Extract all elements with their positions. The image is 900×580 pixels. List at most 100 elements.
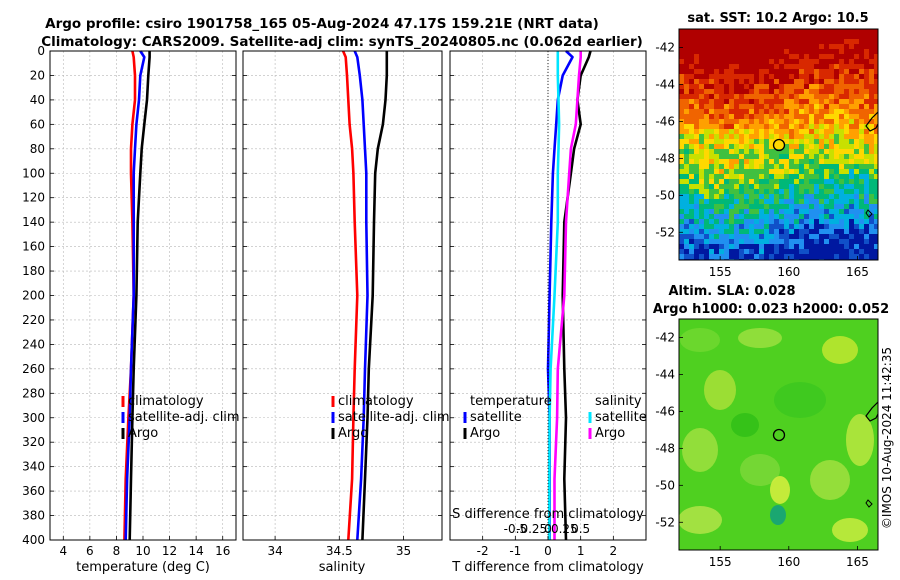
sst-cell	[834, 184, 839, 189]
sst-cell	[739, 254, 744, 259]
sst-cell	[824, 39, 829, 44]
sst-cell	[814, 99, 819, 104]
sst-cell	[779, 214, 784, 219]
sst-cell	[769, 79, 774, 84]
sst-cell	[874, 254, 878, 259]
sst-cell	[789, 199, 794, 204]
sst-cell	[754, 229, 759, 234]
sst-cell	[689, 49, 694, 54]
sst-cell	[689, 249, 694, 254]
sst-cell	[684, 49, 689, 54]
sst-cell	[684, 169, 689, 174]
sst-cell	[834, 54, 839, 59]
sst-cell	[774, 74, 779, 79]
sst-cell	[839, 84, 844, 89]
sst-cell	[814, 54, 819, 59]
sst-cell	[689, 99, 694, 104]
sst-cell	[694, 204, 699, 209]
sst-cell	[699, 49, 704, 54]
sst-cell	[739, 34, 744, 39]
sst-cell	[809, 249, 814, 254]
sst-cell	[839, 64, 844, 69]
sst-cell	[754, 124, 759, 129]
sst-cell	[794, 249, 799, 254]
sst-cell	[684, 99, 689, 104]
sst-cell	[824, 69, 829, 74]
sst-cell	[794, 134, 799, 139]
sst-cell	[869, 124, 874, 129]
sst-cell	[759, 79, 764, 84]
sst-cell	[749, 189, 754, 194]
sst-cell	[779, 149, 784, 154]
sst-cell	[759, 194, 764, 199]
series-line-argo	[361, 51, 389, 541]
sst-cell	[724, 194, 729, 199]
sst-cell	[839, 134, 844, 139]
sst-cell	[864, 244, 869, 249]
sst-cell	[844, 249, 849, 254]
sst-cell	[769, 39, 774, 44]
sst-cell	[794, 189, 799, 194]
sst-cell	[769, 204, 774, 209]
sst-cell	[829, 239, 834, 244]
sst-cell	[824, 199, 829, 204]
sst-cell	[849, 69, 854, 74]
sst-cell	[874, 114, 878, 119]
sst-cell	[824, 219, 829, 224]
sst-cell	[729, 109, 734, 114]
sst-cell	[779, 229, 784, 234]
sst-cell	[704, 154, 709, 159]
sst-cell	[854, 169, 859, 174]
sst-cell	[794, 139, 799, 144]
sst-cell	[849, 44, 854, 49]
sst-cell	[784, 159, 789, 164]
sst-cell	[759, 64, 764, 69]
sst-cell	[839, 254, 844, 259]
sst-cell	[834, 29, 839, 34]
sst-cell	[774, 99, 779, 104]
sst-cell	[804, 249, 809, 254]
sst-cell	[709, 119, 714, 124]
sst-cell	[869, 59, 874, 64]
sst-cell	[764, 254, 769, 259]
sst-cell	[779, 144, 784, 149]
sst-cell	[724, 69, 729, 74]
sst-cell	[794, 99, 799, 104]
sst-cell	[874, 129, 878, 134]
sst-cell	[724, 244, 729, 249]
sst-cell	[864, 159, 869, 164]
sst-cell	[709, 189, 714, 194]
sst-cell	[859, 54, 864, 59]
sst-cell	[859, 254, 864, 259]
sst-cell	[689, 84, 694, 89]
sst-cell	[864, 69, 869, 74]
sst-cell	[804, 244, 809, 249]
sst-cell	[819, 249, 824, 254]
sst-cell	[789, 249, 794, 254]
sst-cell	[684, 194, 689, 199]
sst-cell	[794, 254, 799, 259]
sst-cell	[829, 44, 834, 49]
sst-cell	[699, 159, 704, 164]
sst-cell	[759, 169, 764, 174]
sst-cell	[814, 199, 819, 204]
sst-cell	[829, 209, 834, 214]
y-tick-label: 240	[22, 337, 45, 351]
sst-cell	[779, 44, 784, 49]
sst-cell	[719, 254, 724, 259]
sst-cell	[849, 99, 854, 104]
sst-cell	[714, 64, 719, 69]
sst-cell	[809, 49, 814, 54]
x-tick-label: 1	[577, 544, 585, 558]
sst-cell	[839, 94, 844, 99]
sst-cell	[704, 124, 709, 129]
sst-cell	[844, 164, 849, 169]
sst-cell	[869, 239, 874, 244]
sst-cell	[814, 149, 819, 154]
sst-cell	[834, 89, 839, 94]
sst-cell	[809, 69, 814, 74]
sst-cell	[809, 239, 814, 244]
sst-cell	[864, 224, 869, 229]
sst-cell	[784, 224, 789, 229]
sst-cell	[844, 199, 849, 204]
